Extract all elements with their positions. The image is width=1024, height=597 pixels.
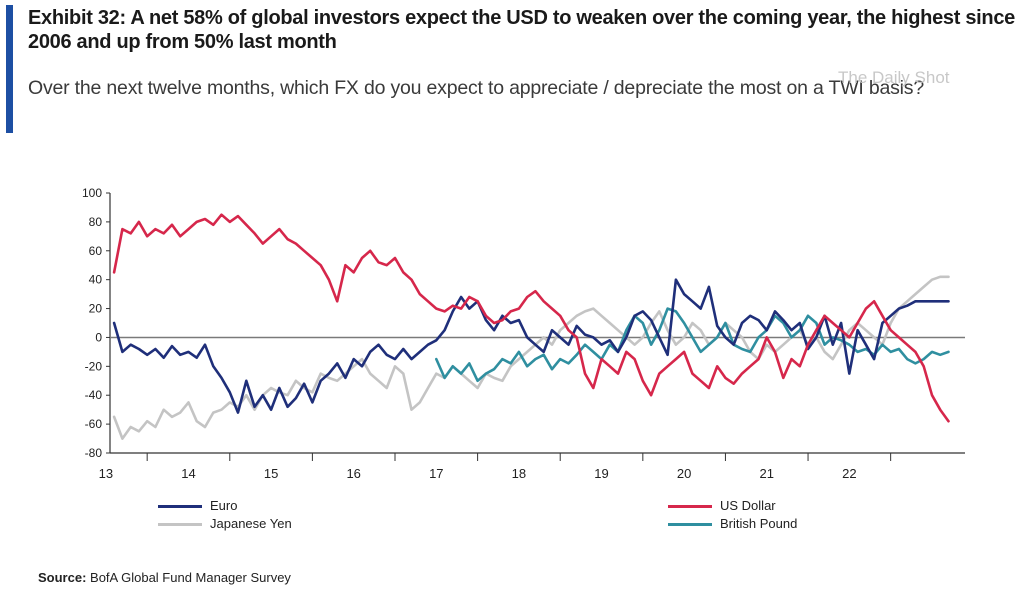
legend-label-euro: Euro bbox=[210, 498, 238, 513]
source-note: Source: BofA Global Fund Manager Survey bbox=[38, 570, 291, 585]
y-tick-label: 60 bbox=[89, 244, 103, 258]
x-tick-label: 19 bbox=[594, 466, 608, 481]
y-tick-label: -40 bbox=[85, 388, 103, 402]
x-tick-label: 20 bbox=[677, 466, 691, 481]
series-line-us-dollar bbox=[112, 213, 950, 423]
watermark: The Daily Shot bbox=[838, 68, 950, 87]
legend-swatch-usd bbox=[668, 505, 712, 509]
y-tick-label: -20 bbox=[85, 359, 103, 373]
source-label: Source: bbox=[38, 570, 87, 585]
chart-title: Exhibit 32: A net 58% of global investor… bbox=[28, 7, 1015, 53]
y-tick-label: 80 bbox=[89, 215, 103, 229]
y-tick-label: 0 bbox=[95, 330, 102, 344]
y-tick-label: -80 bbox=[85, 446, 103, 460]
series-line-british-pound bbox=[434, 307, 950, 383]
x-tick-label: 17 bbox=[429, 466, 443, 481]
chart-subtitle: Over the next twelve months, which FX do… bbox=[28, 77, 925, 99]
source-text: BofA Global Fund Manager Survey bbox=[90, 570, 291, 585]
y-tick-label: 40 bbox=[89, 273, 103, 287]
y-tick-label: -60 bbox=[85, 417, 103, 431]
legend-item-euro: Euro bbox=[158, 498, 237, 513]
legend-item-usd: US Dollar bbox=[668, 498, 776, 513]
series-line-japanese-yen bbox=[112, 275, 950, 440]
legend-label-jpy: Japanese Yen bbox=[210, 516, 292, 531]
x-tick-label: 13 bbox=[99, 466, 113, 481]
x-tick-label: 22 bbox=[842, 466, 856, 481]
x-tick-label: 21 bbox=[760, 466, 774, 481]
legend-swatch-euro bbox=[158, 505, 202, 509]
x-tick-label: 14 bbox=[181, 466, 195, 481]
legend-label-gbp: British Pound bbox=[720, 516, 798, 531]
x-tick-label: 16 bbox=[346, 466, 360, 481]
x-tick-label: 18 bbox=[512, 466, 526, 481]
x-tick-label: 15 bbox=[264, 466, 278, 481]
y-tick-label: 20 bbox=[89, 302, 103, 316]
series-line-euro bbox=[112, 278, 950, 414]
legend-label-usd: US Dollar bbox=[720, 498, 776, 513]
legend-swatch-jpy bbox=[158, 523, 202, 527]
legend-item-jpy: Japanese Yen bbox=[158, 516, 292, 531]
legend-swatch-gbp bbox=[668, 523, 712, 527]
accent-bar bbox=[6, 5, 13, 133]
y-tick-label: 100 bbox=[82, 186, 102, 200]
legend-item-gbp: British Pound bbox=[668, 516, 797, 531]
